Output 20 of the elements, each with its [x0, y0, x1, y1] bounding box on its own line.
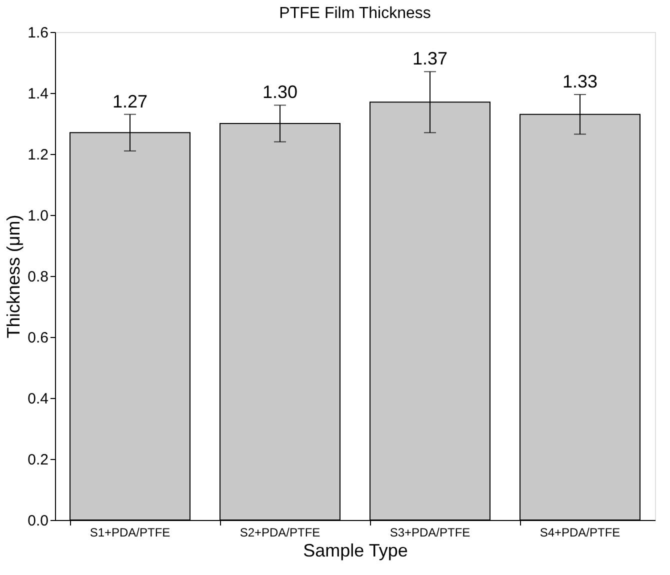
y-tick-label: 1.4: [28, 86, 48, 102]
x-axis-title: Sample Type: [303, 540, 408, 560]
y-tick-label: 0.2: [28, 452, 48, 468]
data-label: 1.33: [562, 72, 598, 92]
y-tick-label: 0.0: [28, 512, 48, 530]
y-tick-label: 1.0: [28, 208, 48, 224]
x-tick-label: S4+PDA/PTFE: [540, 526, 620, 540]
data-label: 1.37: [412, 48, 448, 69]
x-tick-label: S1+PDA/PTFE: [90, 526, 170, 540]
y-tick-label: 1.2: [28, 146, 48, 164]
chart-title: PTFE Film Thickness: [279, 5, 431, 22]
y-tick-label: 0.4: [28, 390, 48, 408]
y-tick-label: 1.6: [28, 24, 48, 42]
y-tick-label: 0.6: [28, 330, 48, 346]
data-label: 1.27: [112, 91, 148, 112]
x-tick-label: S3+PDA/PTFE: [390, 526, 470, 540]
y-axis-title: Thickness (μm): [4, 214, 24, 338]
data-label: 1.30: [262, 82, 298, 102]
x-tick-label: S2+PDA/PTFE: [240, 526, 320, 540]
y-tick-label: 0.8: [28, 268, 48, 286]
